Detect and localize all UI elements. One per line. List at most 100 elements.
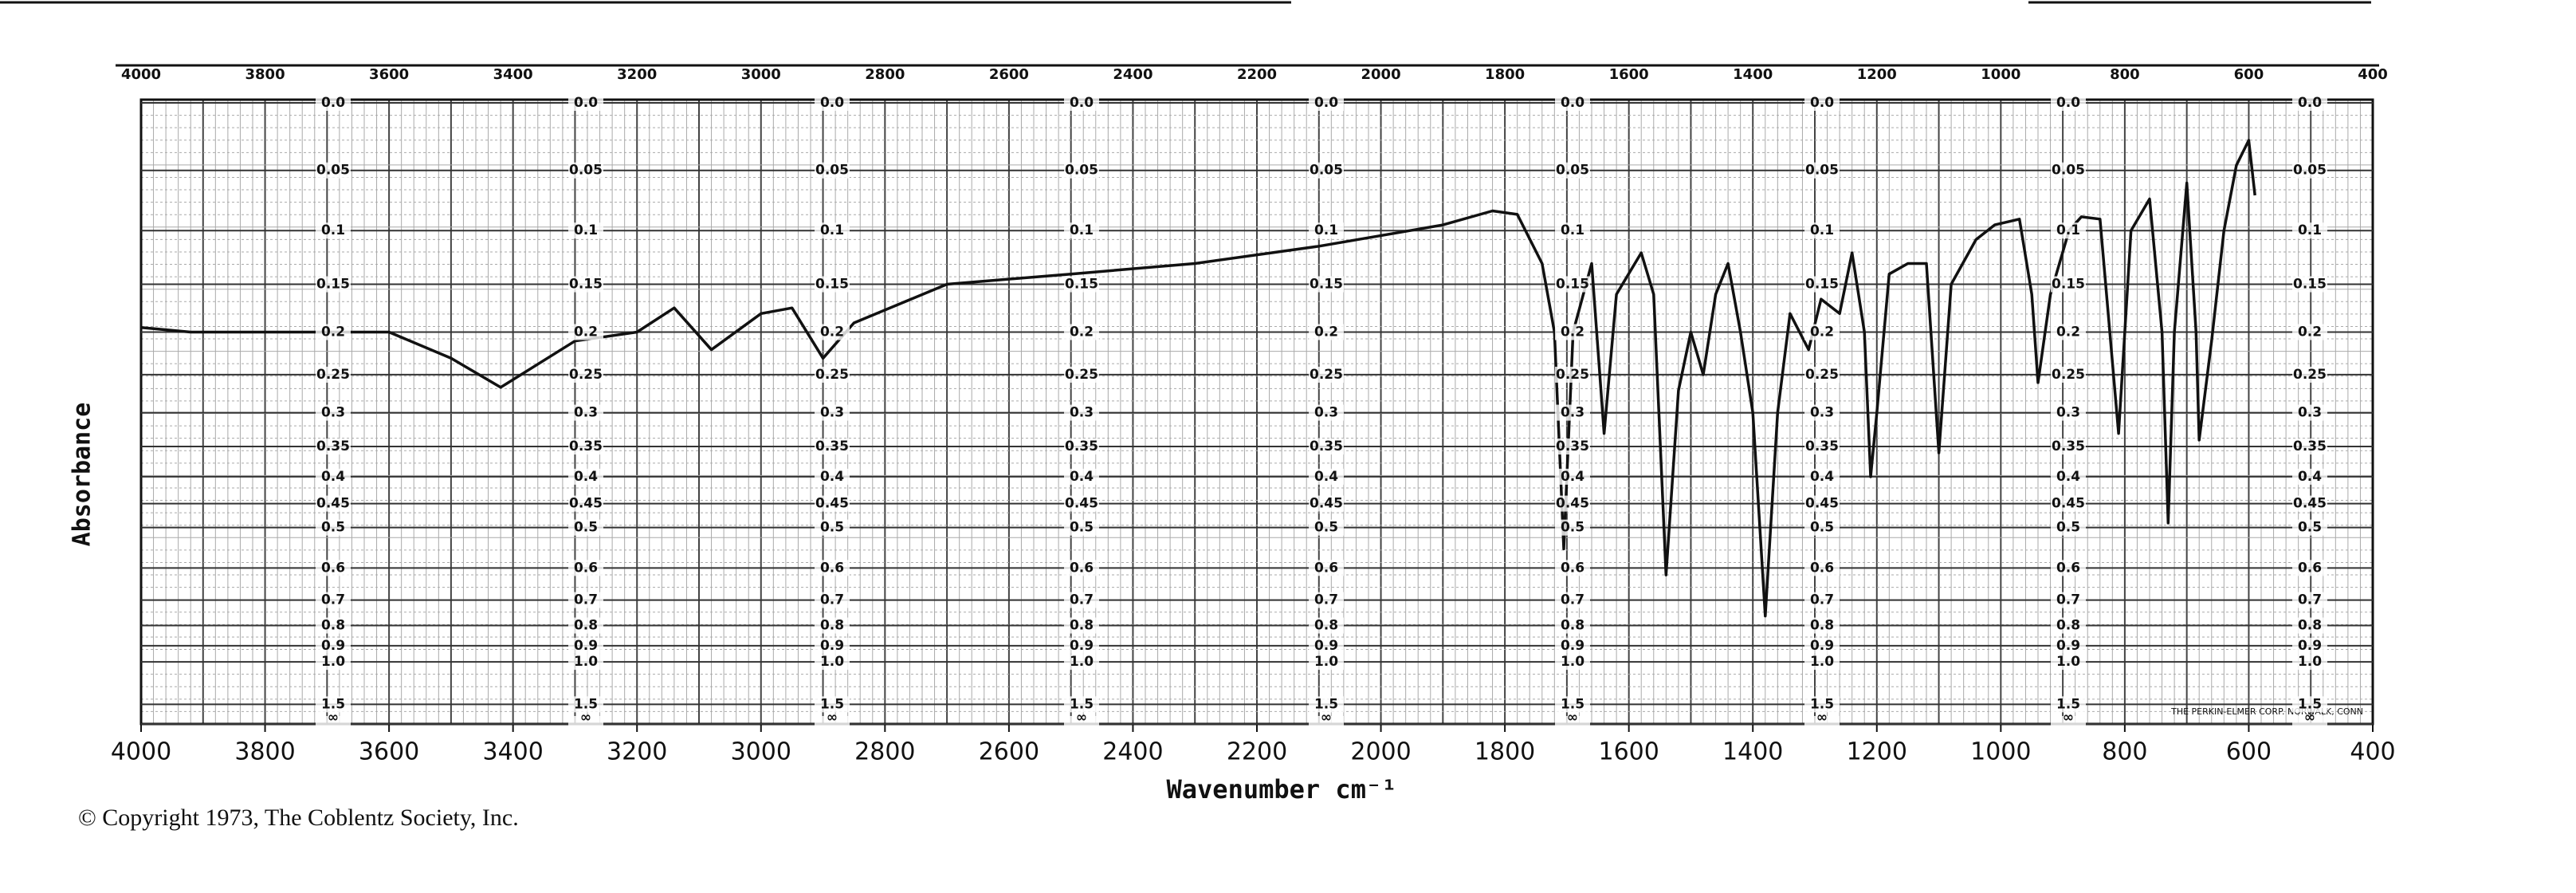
- y-tick-label-bg: [2292, 404, 2327, 421]
- y-tick-label: 0.0: [574, 95, 598, 111]
- y-tick-label-bg: [815, 324, 850, 340]
- y-tick-label: 0.3: [1561, 405, 1584, 421]
- y-tick-label: 0.15: [1065, 277, 1098, 293]
- y-tick-label-bg: [1309, 439, 1344, 455]
- y-tick-label-bg: [2292, 560, 2327, 576]
- top-tick-label: 1200: [1857, 66, 1897, 83]
- y-tick-label: 1.5: [2056, 696, 2080, 712]
- y-tick-label: ∞: [2063, 710, 2074, 726]
- y-tick-label-bg: [2292, 519, 2327, 536]
- y-tick-label: 0.45: [316, 496, 350, 512]
- y-tick-label-bg: [1309, 404, 1344, 421]
- y-tick-label: 0.2: [2298, 324, 2322, 340]
- y-tick-label-bg: [1309, 162, 1344, 179]
- top-tick-label: 1800: [1485, 66, 1525, 83]
- y-tick-label-bg: [815, 366, 850, 383]
- y-tick-label-bg: [2051, 592, 2086, 608]
- top-tick-label: 800: [2110, 66, 2140, 83]
- y-tick-label-bg: [1555, 592, 1590, 608]
- y-tick-label: 0.8: [574, 618, 598, 634]
- y-tick-label: 0.6: [820, 560, 844, 576]
- y-tick-label: 0.9: [574, 638, 598, 654]
- y-tick-label: 0.35: [815, 439, 849, 454]
- y-tick-label-bg: [1555, 468, 1590, 485]
- y-tick-label-bg: [568, 324, 603, 340]
- x-tick-label: 2800: [854, 738, 915, 766]
- y-tick-label: ∞: [1816, 710, 1828, 726]
- y-tick-label: 0.4: [1810, 469, 1834, 485]
- y-tick-label: 0.9: [2298, 638, 2322, 654]
- maker-note: THE PERKIN-ELMER CORP. NORWALK, CONN: [2170, 706, 2363, 717]
- x-tick-label: 1600: [1598, 738, 1659, 766]
- y-tick-label: 0.6: [1314, 560, 1338, 576]
- y-tick-label: 0.5: [574, 520, 598, 536]
- y-tick-label: ∞: [1321, 710, 1332, 726]
- y-tick-label: 0.25: [569, 367, 603, 383]
- y-tick-label: 0.8: [1561, 618, 1584, 634]
- y-tick-label: 0.25: [2293, 367, 2327, 383]
- y-tick-label: 0.45: [569, 496, 603, 512]
- y-tick-label: 0.9: [1070, 638, 1094, 654]
- y-tick-label: 1.0: [321, 654, 345, 670]
- top-tick-label: 2000: [1361, 66, 1401, 83]
- top-tick-label: 4000: [121, 66, 161, 83]
- y-tick-label-bg: [2292, 95, 2327, 111]
- y-tick-label: 1.5: [1314, 696, 1338, 712]
- y-tick-label-bg: [815, 560, 850, 576]
- y-tick-label: 1.0: [1314, 654, 1338, 670]
- y-tick-label-bg: [1555, 276, 1590, 293]
- y-tick-label-bg: [2292, 222, 2327, 239]
- y-tick-label-bg: [568, 495, 603, 512]
- y-tick-label: 0.8: [2298, 618, 2322, 634]
- y-tick-label: 0.9: [1561, 638, 1584, 654]
- y-tick-label: 0.7: [574, 592, 598, 608]
- y-tick-label: 0.45: [1065, 496, 1098, 512]
- y-tick-label-bg: [815, 716, 850, 732]
- y-tick-label: 0.1: [2056, 222, 2080, 238]
- y-tick-label: 0.3: [820, 405, 844, 421]
- y-tick-label-bg: [568, 637, 603, 654]
- y-tick-label-bg: [1555, 519, 1590, 536]
- y-tick-label-bg: [1309, 654, 1344, 671]
- y-tick-label: 0.4: [1314, 469, 1338, 485]
- y-tick-label: 0.4: [574, 469, 598, 485]
- top-tick-label: 1600: [1609, 66, 1649, 83]
- y-tick-label: 0.35: [569, 439, 603, 454]
- y-tick-label: 0.45: [1310, 496, 1343, 512]
- y-tick-label-bg: [1309, 696, 1344, 713]
- y-tick-label-bg: [316, 276, 351, 293]
- y-tick-label-bg: [1804, 222, 1840, 239]
- y-tick-label-bg: [316, 162, 351, 179]
- y-tick-label-bg: [2292, 276, 2327, 293]
- y-tick-label-bg: [316, 592, 351, 608]
- y-tick-label: 0.8: [1070, 618, 1094, 634]
- y-tick-label: 0.45: [2052, 496, 2085, 512]
- y-tick-label-bg: [2292, 439, 2327, 455]
- y-tick-label-bg: [1555, 324, 1590, 340]
- y-tick-label-bg: [1309, 716, 1344, 732]
- y-tick-label: 0.35: [316, 439, 350, 454]
- y-tick-label: 0.7: [2056, 592, 2080, 608]
- y-tick-label-bg: [1555, 637, 1590, 654]
- y-tick-label-bg: [2051, 404, 2086, 421]
- y-tick-label: 0.0: [1070, 95, 1094, 111]
- y-tick-label: 1.5: [1561, 696, 1584, 712]
- y-tick-label: 0.6: [2298, 560, 2322, 576]
- y-tick-label-bg: [815, 162, 850, 179]
- y-tick-label-bg: [1804, 654, 1840, 671]
- y-tick-label-bg: [815, 637, 850, 654]
- y-tick-label: 0.45: [1805, 496, 1839, 512]
- y-tick-label-bg: [2292, 696, 2327, 713]
- y-tick-label-bg: [1064, 592, 1099, 608]
- y-tick-label-bg: [316, 468, 351, 485]
- y-tick-label: 1.5: [321, 696, 345, 712]
- y-tick-label: 0.4: [820, 469, 844, 485]
- y-tick-label: 0.3: [1070, 405, 1094, 421]
- y-tick-label-bg: [316, 560, 351, 576]
- y-tick-label-bg: [1555, 654, 1590, 671]
- y-tick-label-bg: [1309, 637, 1344, 654]
- y-tick-label: 0.45: [2293, 496, 2327, 512]
- y-tick-label-bg: [568, 404, 603, 421]
- x-tick-label: 1800: [1475, 738, 1535, 766]
- y-tick-label-bg: [316, 716, 351, 732]
